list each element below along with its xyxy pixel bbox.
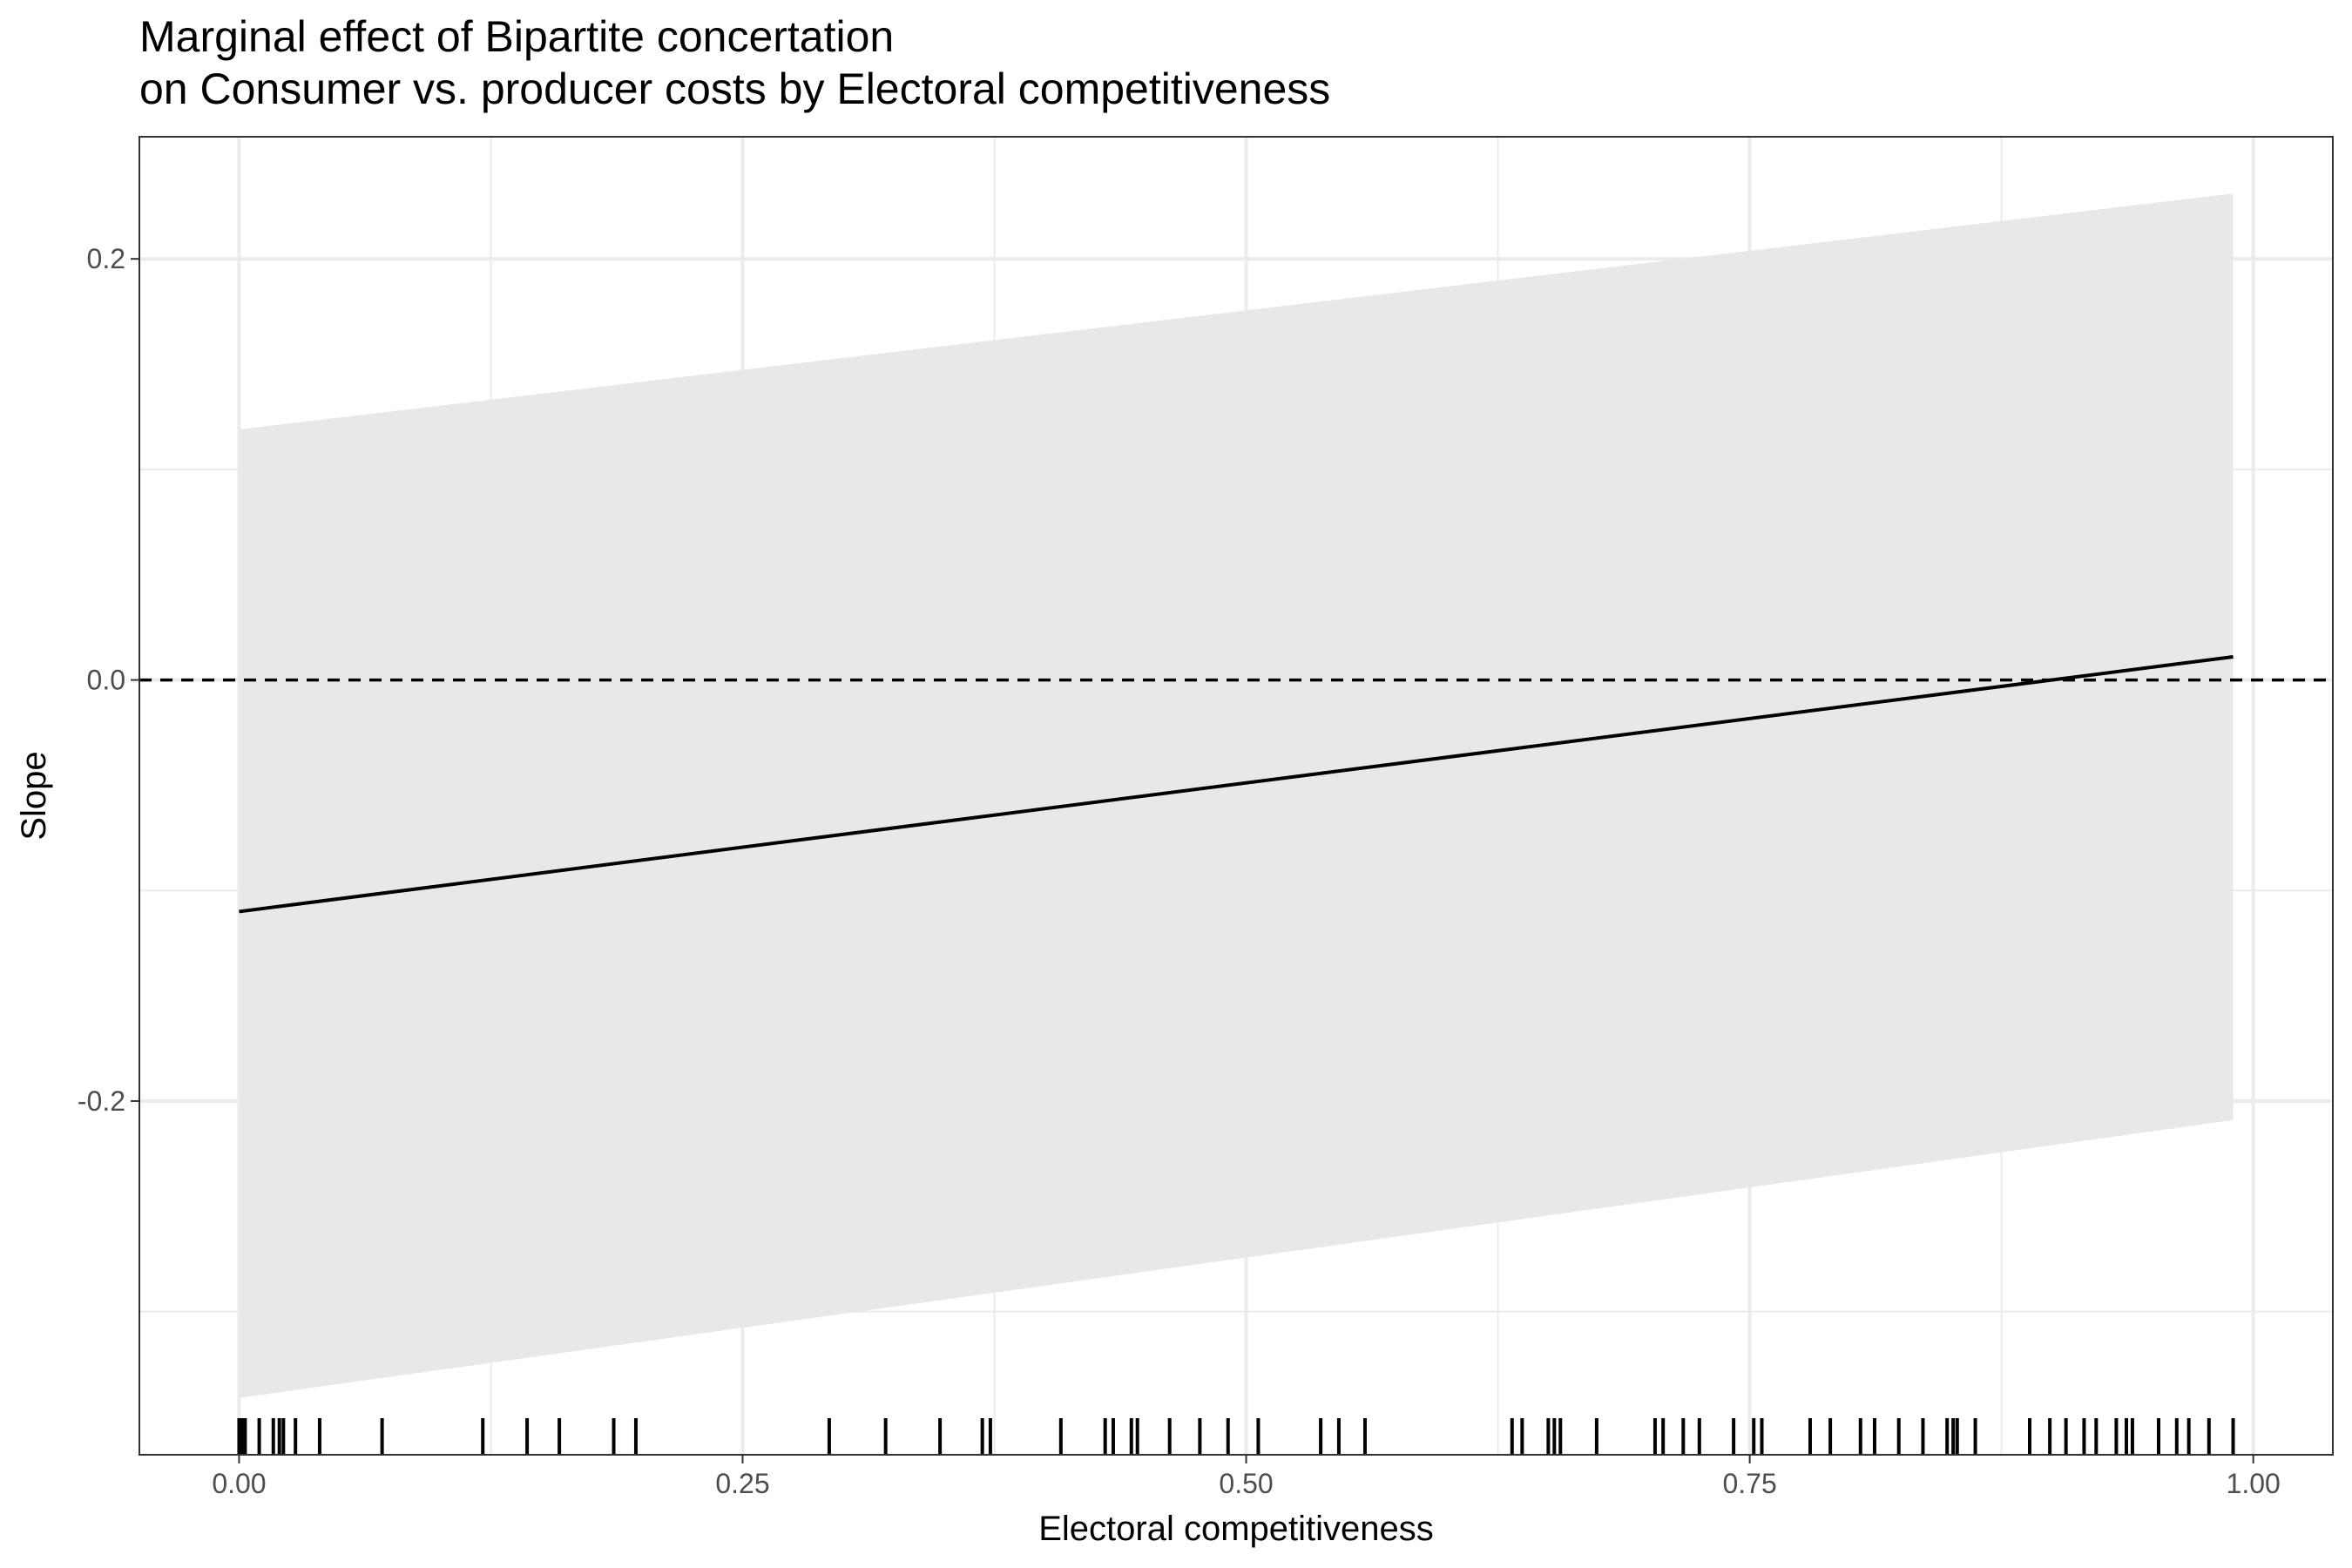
- y-tick-label: 0.2: [87, 243, 125, 274]
- title-block: Marginal effect of Bipartite concertatio…: [139, 10, 1330, 115]
- x-axis-title: Electoral competitiveness: [1038, 1510, 1434, 1548]
- chart-subtitle: on Consumer vs. producer costs by Electo…: [139, 64, 1331, 113]
- x-tick-label: 0.75: [1722, 1468, 1776, 1499]
- x-tick-label: 0.00: [212, 1468, 266, 1499]
- confidence-band-layer: [239, 193, 2234, 1398]
- rug-layer: [237, 1418, 2235, 1455]
- y-tick-label: -0.2: [78, 1085, 125, 1117]
- chart-title: Marginal effect of Bipartite concertatio…: [139, 12, 895, 61]
- x-tick-label: 0.50: [1219, 1468, 1273, 1499]
- x-tick-label: 1.00: [2227, 1468, 2281, 1499]
- y-tick-label: 0.0: [87, 665, 125, 696]
- axis-layer: 0.00 0.25 0.50 0.75 1.00 -0.2 0.0 0.2 Electoral …: [15, 243, 2281, 1548]
- y-axis-title: Slope: [15, 751, 53, 840]
- panel-border-layer: [139, 136, 2334, 1456]
- slope-line: [239, 654, 2234, 914]
- panel-border: [139, 136, 2334, 1456]
- x-tick-label: 0.25: [715, 1468, 769, 1499]
- confidence-band: [239, 193, 2234, 1398]
- series-layer: [239, 654, 2234, 914]
